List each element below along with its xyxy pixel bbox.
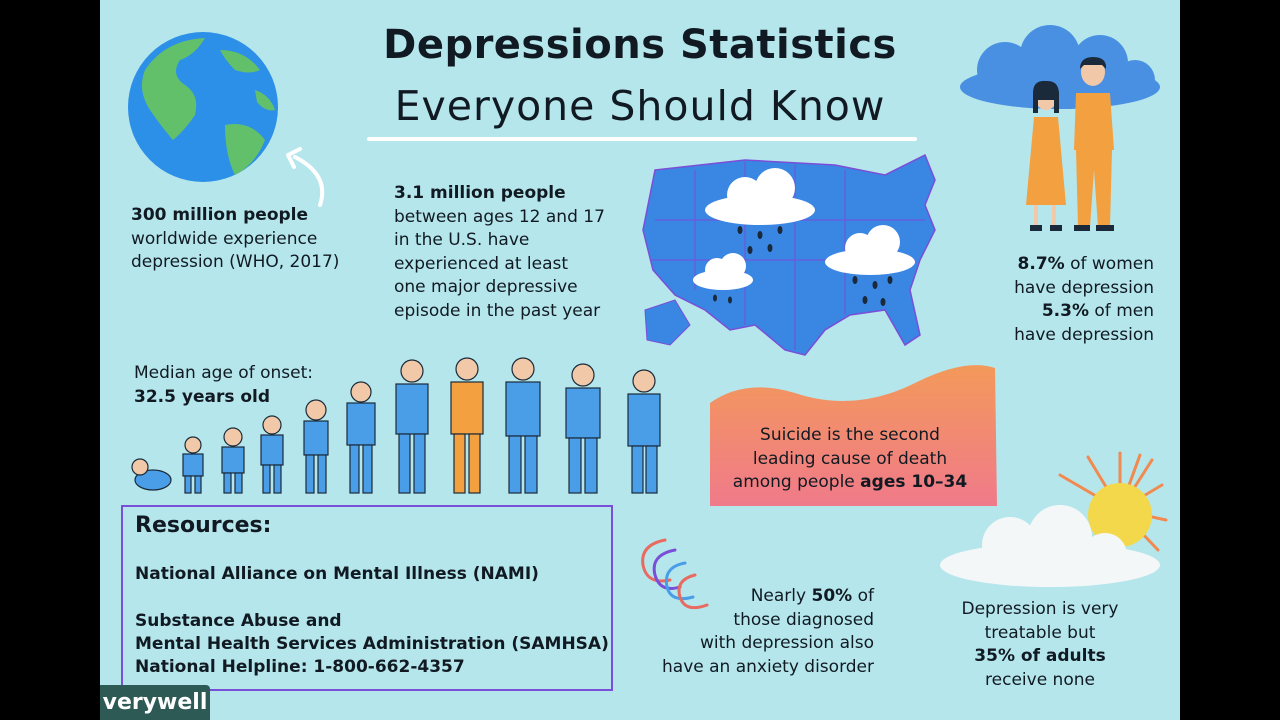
couple-illustration bbox=[1026, 57, 1114, 231]
onset-stat: Median age of onset: 32.5 years old bbox=[134, 363, 313, 407]
us-map-illustration bbox=[642, 153, 936, 356]
title-line-1: Depressions Statistics bbox=[383, 22, 897, 68]
resources-box: Resources: National Alliance on Mental I… bbox=[121, 505, 613, 691]
age-progression-illustration bbox=[131, 357, 661, 494]
suicide-stat: Suicide is the second leading cause of d… bbox=[732, 425, 968, 492]
adult-figure-2 bbox=[505, 357, 541, 494]
child-figure-4 bbox=[303, 399, 329, 494]
verywell-logo: verywell bbox=[100, 685, 210, 720]
elder-figure bbox=[627, 369, 661, 494]
resource-helpline: National Helpline: 1-800-662-4357 bbox=[135, 657, 465, 677]
infographic-poster: Depressions Statistics Everyone Should K… bbox=[100, 0, 1180, 720]
title-underline bbox=[367, 137, 917, 141]
teen-figure bbox=[346, 381, 376, 494]
arrow-icon bbox=[286, 147, 325, 207]
adult-figure-1 bbox=[395, 359, 429, 494]
sun-cloud-illustration bbox=[940, 451, 1168, 587]
title-line-2: Everyone Should Know bbox=[394, 82, 886, 130]
adult-figure-3 bbox=[565, 363, 601, 494]
worldwide-stat: 300 million people worldwide experience … bbox=[131, 205, 340, 272]
globe-illustration bbox=[128, 32, 278, 182]
suicide-callout-shape bbox=[710, 365, 997, 506]
cloud-icon bbox=[940, 505, 1160, 587]
resource-samhsa-line1: Substance Abuse and bbox=[135, 611, 342, 631]
resource-samhsa-line2: Mental Health Services Administration (S… bbox=[135, 634, 609, 654]
child-figure-3 bbox=[260, 415, 284, 494]
baby-figure bbox=[131, 458, 172, 491]
rain-cloud-illustration bbox=[960, 25, 1160, 109]
teens-stat: 3.1 million people between ages 12 and 1… bbox=[394, 183, 605, 321]
resources-title: Resources: bbox=[135, 513, 272, 538]
child-figure-1 bbox=[182, 436, 204, 494]
man-figure bbox=[1074, 57, 1114, 231]
adult-figure-orange bbox=[450, 357, 484, 494]
resource-nami: National Alliance on Mental Illness (NAM… bbox=[135, 564, 539, 584]
gender-stat: 8.7% of women have depression 5.3% of me… bbox=[1014, 254, 1154, 345]
anxiety-stat: Nearly 50% of those diagnosed with depre… bbox=[662, 586, 874, 677]
treatable-stat: Depression is very treatable but 35% of … bbox=[961, 599, 1119, 690]
sun-icon bbox=[1088, 483, 1152, 547]
swirl-illustration bbox=[641, 538, 709, 610]
woman-figure bbox=[1026, 80, 1066, 231]
child-figure-2 bbox=[221, 427, 245, 494]
